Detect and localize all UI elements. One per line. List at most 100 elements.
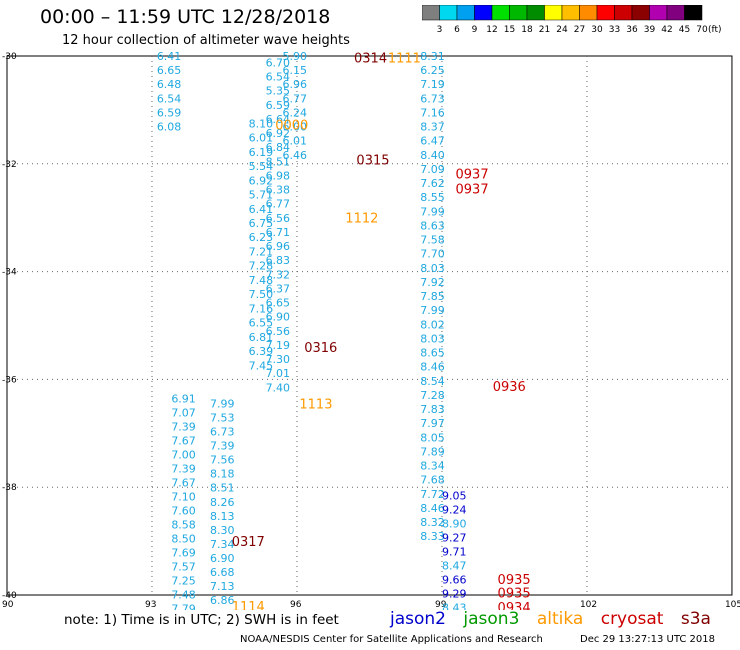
wave-height-value: 6.01 bbox=[282, 135, 307, 148]
wave-height-value: 7.79 bbox=[171, 602, 196, 610]
wave-height-value: 6.90 bbox=[210, 552, 235, 565]
satellite-key: jason2 jason3 altika cryosat s3a bbox=[390, 609, 723, 629]
pass-time-label: 0315 bbox=[356, 153, 389, 168]
wave-height-value: 8.65 bbox=[420, 347, 445, 360]
wave-height-value: 8.55 bbox=[420, 191, 445, 204]
wave-height-value: 8.51 bbox=[210, 482, 235, 495]
sat-jason2: jason2 bbox=[390, 609, 446, 629]
wave-height-value: 6.47 bbox=[420, 135, 445, 148]
wave-height-value: 6.24 bbox=[282, 106, 307, 119]
wave-height-value: 7.00 bbox=[171, 448, 196, 461]
wave-height-value: 6.92 bbox=[266, 127, 291, 140]
wave-height-value: 6.86 bbox=[210, 594, 235, 607]
wave-height-value: 7.53 bbox=[210, 412, 235, 425]
legend-label: 24 bbox=[556, 25, 568, 35]
wave-height-value: 7.56 bbox=[210, 454, 235, 467]
wave-height-value: 8.37 bbox=[420, 121, 445, 134]
wave-height-value: 7.07 bbox=[171, 406, 196, 419]
map-frame bbox=[6, 55, 733, 596]
wave-height-value: 7.48 bbox=[171, 588, 196, 601]
wave-height-value: 8.32 bbox=[420, 516, 445, 529]
wave-height-value: 7.97 bbox=[420, 417, 445, 430]
wave-height-value: 7.85 bbox=[420, 290, 445, 303]
wave-height-value: 6.96 bbox=[282, 78, 307, 91]
wave-height-value: 6.55 bbox=[249, 317, 274, 330]
wave-height-value: 8.47 bbox=[442, 559, 467, 572]
wave-height-value: 7.57 bbox=[210, 608, 235, 610]
wave-height-value: 6.23 bbox=[249, 231, 274, 244]
legend-label: 45 bbox=[679, 25, 690, 35]
legend-label: 21 bbox=[539, 25, 550, 35]
wave-height-value: 7.19 bbox=[420, 78, 445, 91]
wave-height-value: 8.43 bbox=[442, 601, 467, 610]
wave-height-value: 6.98 bbox=[266, 169, 291, 182]
wave-height-value: 5.35 bbox=[266, 85, 291, 98]
legend-label: 6 bbox=[454, 25, 460, 35]
sat-altika: altika bbox=[536, 609, 584, 629]
credit-line: NOAA/NESDIS Center for Satellite Applica… bbox=[240, 634, 543, 645]
sat-cryosat: cryosat bbox=[600, 609, 664, 629]
wave-height-value: 7.58 bbox=[420, 234, 445, 247]
wave-height-value: 6.08 bbox=[157, 121, 182, 134]
wave-height-value: 8.31 bbox=[420, 50, 445, 63]
lon-tick-label: 93 bbox=[145, 600, 156, 610]
wave-height-value: 7.69 bbox=[171, 546, 196, 559]
legend-label: 9 bbox=[472, 25, 478, 35]
lat-tick-label: -34 bbox=[2, 268, 17, 278]
wave-height-value: 6.59 bbox=[157, 106, 182, 119]
wave-height-value: 8.18 bbox=[210, 468, 235, 481]
pass-time-label: 0935 bbox=[498, 573, 531, 588]
wave-height-value: 8.46 bbox=[420, 502, 445, 515]
wave-height-value: 7.57 bbox=[171, 560, 196, 573]
wave-height-value: 7.70 bbox=[420, 248, 445, 261]
wave-height-value: 7.68 bbox=[420, 474, 445, 487]
wave-height-value: 7.92 bbox=[420, 276, 445, 289]
wave-height-value: 6.01 bbox=[249, 132, 274, 145]
wave-height-value: 9.71 bbox=[442, 545, 467, 558]
pass-time-label: 0317 bbox=[232, 535, 265, 550]
wave-height-value: 6.25 bbox=[420, 64, 445, 77]
wave-height-value: 7.39 bbox=[171, 420, 196, 433]
map-note: note: 1) Time is in UTC; 2) SWH is in fe… bbox=[64, 612, 339, 628]
wave-height-value: 7.09 bbox=[420, 163, 445, 176]
wave-height-value: 6.92 bbox=[249, 174, 274, 187]
wave-height-value: 6.96 bbox=[266, 240, 291, 253]
wave-height-value: 7.60 bbox=[171, 504, 196, 517]
wave-height-value: 8.46 bbox=[420, 361, 445, 374]
map-subtitle: 12 hour collection of altimeter wave hei… bbox=[62, 33, 350, 48]
pass-time-label: 0316 bbox=[304, 341, 337, 356]
wave-height-value: 7.34 bbox=[210, 538, 235, 551]
wave-height-value: 7.45 bbox=[249, 359, 274, 372]
wave-height-value: 5.71 bbox=[249, 189, 274, 202]
pass-time-label: 0935 bbox=[498, 586, 531, 601]
wave-height-value: 9.27 bbox=[442, 531, 467, 544]
wave-height-value: 6.71 bbox=[266, 226, 291, 239]
wave-height-value: 8.26 bbox=[210, 496, 235, 509]
pass-time-label: 0000 bbox=[275, 118, 308, 133]
wave-height-value: 6.00 bbox=[282, 121, 307, 134]
wave-height-value: 8.54 bbox=[420, 375, 445, 388]
pass-time-label: 0936 bbox=[493, 380, 526, 395]
wave-height-value: 6.54 bbox=[157, 92, 182, 105]
wave-height-value: 8.10 bbox=[249, 117, 274, 130]
wave-height-value: 7.39 bbox=[210, 440, 235, 453]
wave-height-value: 7.32 bbox=[266, 268, 291, 281]
legend-label: 33 bbox=[609, 25, 620, 35]
wave-height-value: 8.90 bbox=[442, 517, 467, 530]
map-title: 00:00 – 11:59 UTC 12/28/2018 bbox=[40, 6, 331, 28]
pass-time-label: 1111 bbox=[388, 52, 421, 67]
lon-tick-label: 96 bbox=[290, 600, 302, 610]
wave-height-value: 6.19 bbox=[249, 146, 274, 159]
legend-label: 12 bbox=[486, 25, 497, 35]
wave-height-value: 8.03 bbox=[420, 332, 445, 345]
lon-tick-label: 99 bbox=[435, 600, 447, 610]
wave-height-value: 6.56 bbox=[266, 212, 291, 225]
wave-height-value: 8.13 bbox=[210, 510, 235, 523]
lat-tick-label: -38 bbox=[2, 483, 17, 493]
wave-height-value: 6.48 bbox=[157, 78, 182, 91]
pass-time-label: 0937 bbox=[456, 168, 489, 183]
wave-height-value: 6.68 bbox=[210, 566, 235, 579]
legend-label: 30 bbox=[591, 25, 603, 35]
wave-height-value: 7.25 bbox=[171, 574, 196, 587]
wave-height-value: 7.72 bbox=[420, 488, 445, 501]
